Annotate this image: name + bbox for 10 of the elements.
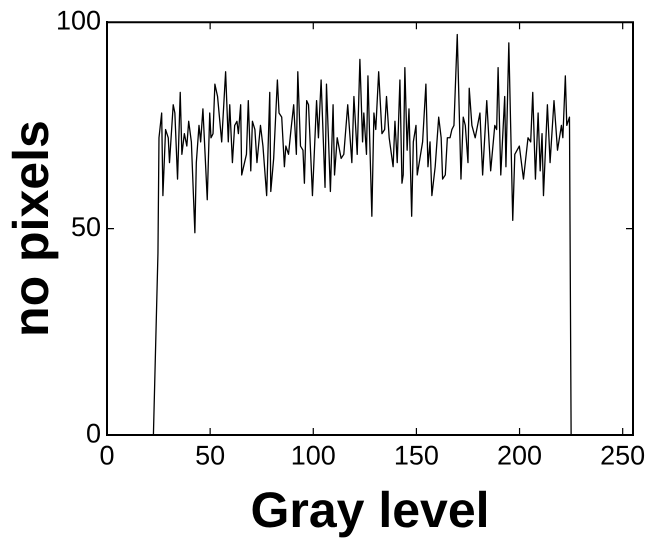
x-tick-label: 150 [394, 440, 439, 471]
x-tick-label: 200 [497, 440, 542, 471]
y-tick-label: 0 [86, 418, 101, 448]
x-tick-label: 250 [600, 440, 646, 471]
y-axis-title: no pixels [2, 120, 59, 337]
x-tick-label: 50 [195, 440, 226, 471]
x-axis-title: Gray level [250, 482, 490, 538]
x-tick-label: 100 [290, 440, 336, 471]
y-tick-label: 100 [56, 6, 101, 36]
y-tick-label: 50 [70, 212, 101, 242]
